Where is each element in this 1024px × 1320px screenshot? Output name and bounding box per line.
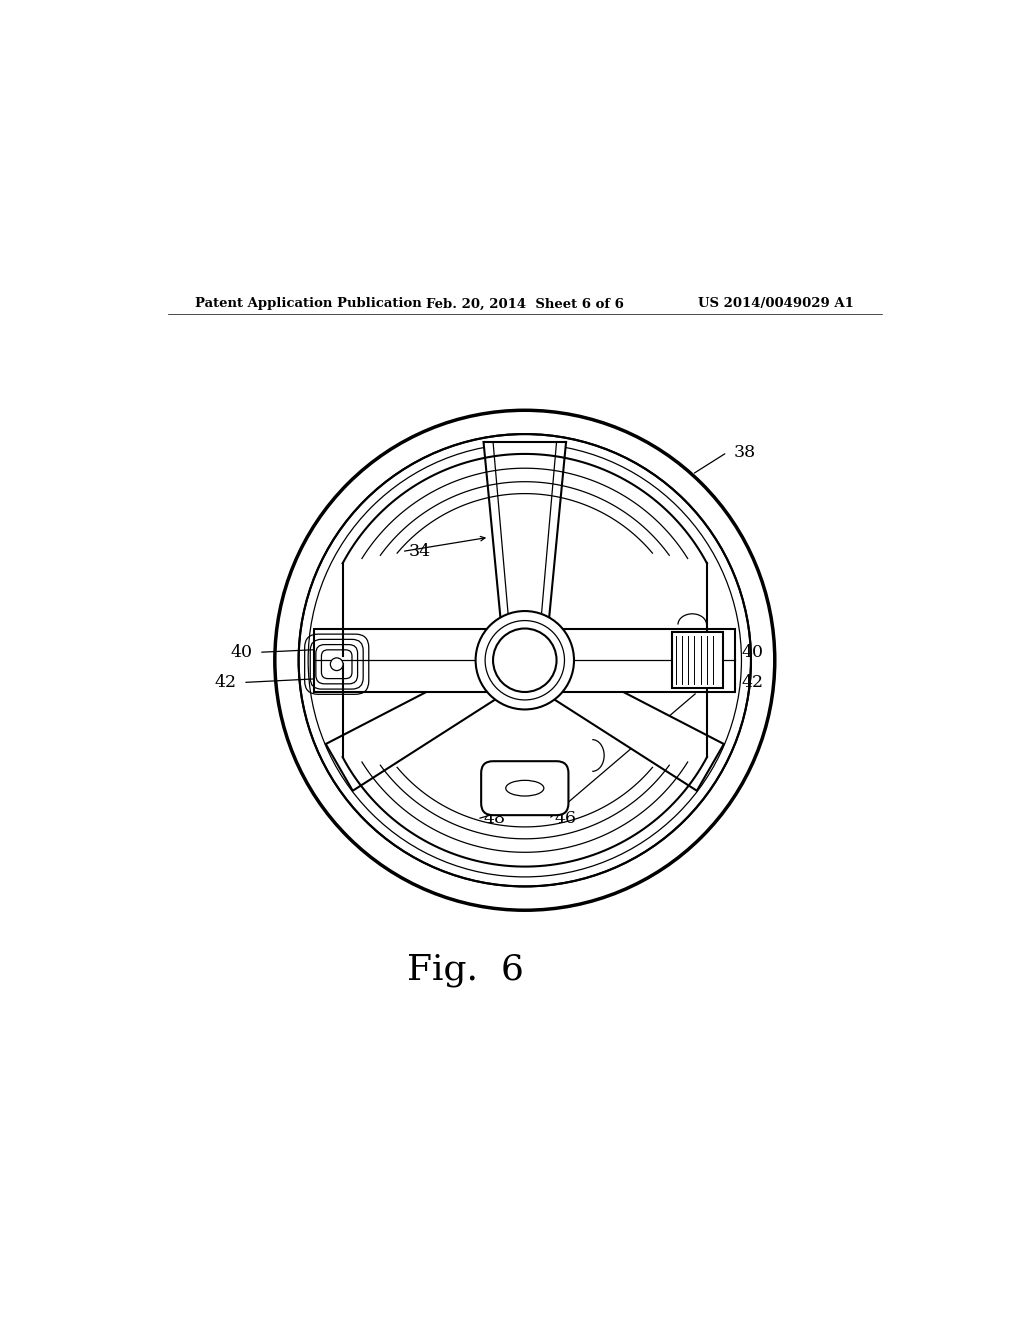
Bar [672, 632, 723, 688]
Polygon shape [483, 442, 566, 623]
Text: Fig.  6: Fig. 6 [407, 953, 523, 987]
Circle shape [274, 411, 775, 911]
Circle shape [331, 657, 343, 671]
Circle shape [493, 628, 557, 692]
Text: 40: 40 [741, 644, 764, 661]
Polygon shape [552, 665, 724, 791]
Text: US 2014/0049029 A1: US 2014/0049029 A1 [698, 297, 854, 310]
Circle shape [299, 434, 751, 887]
Ellipse shape [506, 780, 544, 796]
Text: 38: 38 [733, 444, 756, 461]
Text: 34: 34 [409, 543, 430, 560]
Circle shape [475, 611, 574, 709]
Text: 46: 46 [555, 810, 577, 828]
Polygon shape [314, 628, 489, 692]
FancyBboxPatch shape [481, 762, 568, 816]
Polygon shape [560, 628, 735, 692]
Text: 40: 40 [230, 644, 253, 661]
Text: Patent Application Publication: Patent Application Publication [196, 297, 422, 310]
Text: 48: 48 [483, 810, 506, 828]
Polygon shape [326, 665, 498, 791]
Text: 42: 42 [215, 675, 237, 690]
Text: 42: 42 [741, 675, 764, 690]
Text: Feb. 20, 2014  Sheet 6 of 6: Feb. 20, 2014 Sheet 6 of 6 [426, 297, 624, 310]
